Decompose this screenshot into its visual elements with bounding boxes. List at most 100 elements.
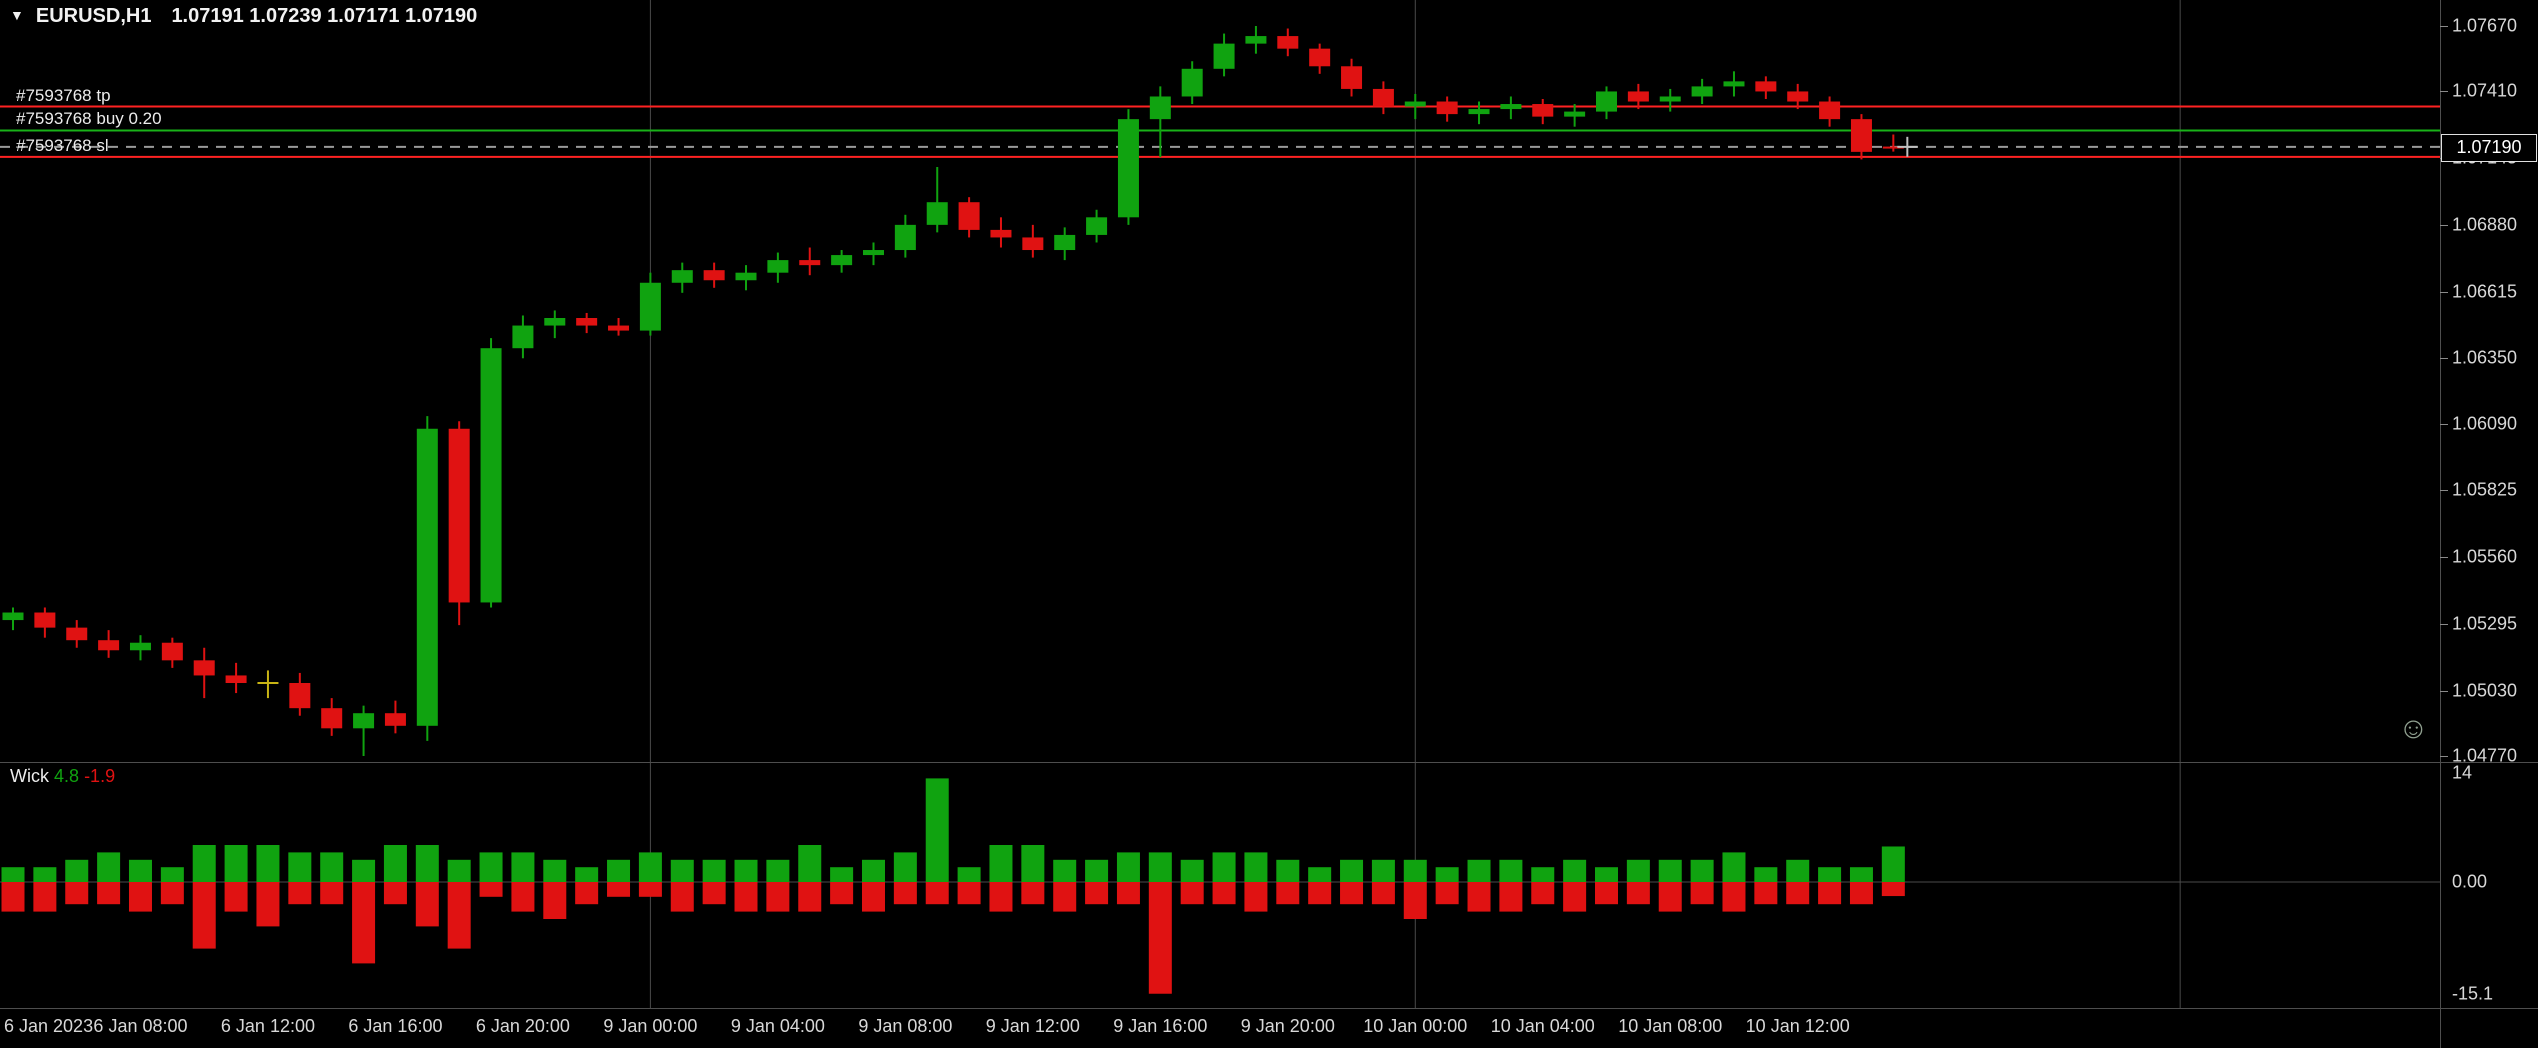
candle-body [1054, 234, 1076, 251]
candle-body [416, 428, 438, 726]
price-axis[interactable] [2440, 0, 2538, 762]
candle-body [862, 250, 884, 256]
candle-body [1436, 101, 1458, 115]
candle-body [671, 270, 693, 283]
price-axis-tick [2440, 623, 2448, 625]
wick-bar-down [861, 882, 885, 912]
time-axis-label: 10 Jan 12:00 [1745, 1016, 1850, 1036]
price-axis-tick [2440, 755, 2448, 757]
wick-bar-down [97, 882, 121, 905]
candle-body [1181, 68, 1203, 97]
chart-dropdown-icon[interactable]: ▼ [10, 7, 24, 23]
order-entry-label[interactable]: #7593768 buy 0.20 [16, 109, 162, 129]
wick-bar-down [1563, 882, 1587, 912]
wick-bar-down [1881, 882, 1905, 897]
wick-bar-up [128, 859, 152, 882]
indicator-legend: Wick 4.8 -1.9 [10, 766, 115, 787]
wick-bar-down [1276, 882, 1300, 905]
indicator-value-down: -1.9 [84, 766, 116, 786]
time-axis-label: 9 Jan 08:00 [858, 1016, 953, 1036]
wick-bar-up [1531, 867, 1555, 882]
wick-bar-up [543, 859, 567, 882]
wick-bar-down [256, 882, 280, 927]
wick-bar-down [33, 882, 57, 912]
candle-body [1532, 104, 1554, 117]
price-axis-label: 1.05295 [2452, 613, 2518, 634]
indicator-axis-min: -15.1 [2452, 983, 2494, 1004]
price-axis-label: 1.05030 [2452, 680, 2518, 701]
wick-bar-down [383, 882, 407, 905]
wick-bar-up [511, 852, 535, 882]
price-axis-separator [2440, 0, 2441, 1048]
time-axis-label: 6 Jan 12:00 [220, 1016, 315, 1036]
wick-bar-up [97, 852, 121, 882]
wick-bar-down [1626, 882, 1650, 905]
wick-bar-up [288, 852, 312, 882]
time-axis-label: 9 Jan 16:00 [1113, 1016, 1208, 1036]
time-axis-label: 6 Jan 2023 [4, 1016, 94, 1036]
wick-bar-up [1116, 852, 1140, 882]
price-axis-label: 1.06350 [2452, 347, 2518, 368]
candle-body [1500, 104, 1522, 110]
wick-bar-up [352, 859, 376, 882]
candle-body [225, 675, 247, 683]
wick-bar-down [734, 882, 758, 912]
wick-bar-down [1467, 882, 1491, 912]
wick-bar-down [766, 882, 790, 912]
wick-bar-up [1849, 867, 1873, 882]
smiley-icon[interactable]: ☺ [2398, 712, 2429, 745]
indicator-canvas[interactable] [0, 762, 2440, 1008]
wick-bar-down [1658, 882, 1682, 912]
wick-bar-down [1244, 882, 1268, 912]
wick-bar-up [893, 852, 917, 882]
wick-bar-down [447, 882, 471, 949]
wick-bar-up [1085, 859, 1109, 882]
wick-bar-down [1754, 882, 1778, 905]
time-axis-separator [0, 1008, 2538, 1009]
wick-bar-down [1786, 882, 1810, 905]
wick-bar-down [320, 882, 344, 905]
wick-bar-down [1371, 882, 1395, 905]
wick-bar-up [1148, 852, 1172, 882]
candle-body [1787, 91, 1809, 102]
candle-body [926, 202, 948, 225]
candle-body [1564, 111, 1586, 117]
wick-bar-down [670, 882, 694, 912]
wick-bar-down [1021, 882, 1045, 905]
candle-body [990, 229, 1012, 238]
wick-bar-down [543, 882, 567, 919]
wick-bar-down [1818, 882, 1842, 905]
candle-body [66, 627, 88, 641]
candle-body [161, 642, 183, 661]
price-axis-tick [2440, 690, 2448, 692]
candle-body [1245, 36, 1267, 44]
candle-body [767, 260, 789, 273]
wick-bar-up [1563, 859, 1587, 882]
wick-bar-down [192, 882, 216, 949]
wick-bar-down [957, 882, 981, 905]
wick-bar-down [1403, 882, 1427, 919]
wick-bar-down [1722, 882, 1746, 912]
order-tp-label[interactable]: #7593768 tp [16, 85, 111, 105]
time-axis-label: 9 Jan 20:00 [1240, 1016, 1335, 1036]
candle-body [448, 428, 470, 603]
wick-bar-up [65, 859, 89, 882]
price-axis-tick [2440, 423, 2448, 425]
candle-body [1596, 91, 1617, 112]
wick-bar-down [1053, 882, 1077, 912]
price-axis-label: 1.06615 [2452, 281, 2518, 302]
price-axis-tick [2440, 291, 2448, 293]
main-chart-canvas[interactable] [0, 0, 2440, 762]
wick-bar-down [1, 882, 25, 912]
wick-bar-up [607, 859, 631, 882]
candle-body [799, 260, 821, 266]
wick-bar-up [1435, 867, 1459, 882]
wick-bar-down [1212, 882, 1236, 905]
wick-bar-down [893, 882, 917, 905]
wick-bar-up [383, 845, 407, 882]
order-sl-label[interactable]: #7593768 sl [16, 135, 109, 155]
price-axis-tick [2440, 490, 2448, 492]
price-axis-label: 1.05825 [2452, 479, 2518, 500]
wick-bar-up [160, 867, 184, 882]
